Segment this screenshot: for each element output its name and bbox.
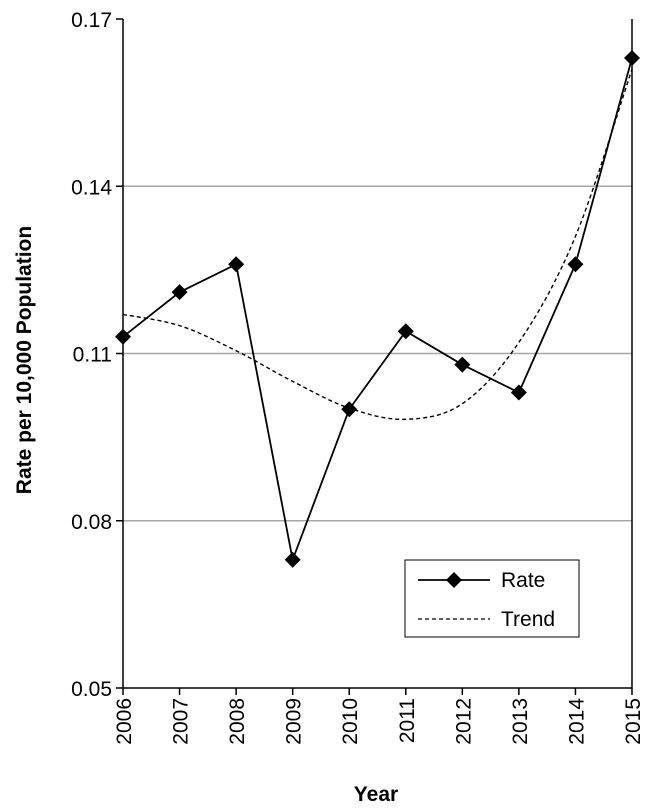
x-tick-label: 2014 bbox=[565, 698, 588, 745]
gridlines bbox=[123, 185, 632, 522]
rate-point-marker bbox=[567, 256, 584, 273]
y-axis-title: Rate per 10,000 Population bbox=[13, 226, 36, 494]
rate-point-marker bbox=[454, 356, 471, 373]
y-tick-label: 0.11 bbox=[73, 344, 112, 367]
x-tick-label: 2006 bbox=[113, 698, 136, 745]
series-line-rate bbox=[122, 57, 633, 564]
y-tick-label: 0.14 bbox=[71, 176, 112, 199]
y-tick-label: 0.05 bbox=[71, 678, 112, 701]
legend-box bbox=[404, 559, 580, 638]
series-line-trend bbox=[122, 68, 633, 420]
legend-label-rate: Rate bbox=[501, 569, 545, 592]
rate-point-marker bbox=[284, 551, 301, 568]
x-tick-label: 2013 bbox=[509, 698, 532, 745]
x-tick-label: 2015 bbox=[622, 698, 645, 745]
rate-point-marker bbox=[397, 323, 414, 340]
rate-point-marker bbox=[228, 256, 245, 273]
x-tick-label: 2009 bbox=[283, 698, 306, 745]
x-tick-label: 2008 bbox=[226, 698, 249, 745]
legend-label-trend: Trend bbox=[501, 608, 555, 631]
x-tick-label: 2012 bbox=[452, 698, 475, 745]
tick-layer: 0.05 0.08 0.11 0.14 0.17 2006 2007 2008 2009 2010… bbox=[71, 9, 645, 745]
series-layer bbox=[115, 50, 640, 568]
rate-point-marker bbox=[341, 401, 358, 418]
x-axis-title: Year bbox=[354, 783, 398, 806]
legend: Rate Trend bbox=[404, 559, 580, 638]
rate-point-marker bbox=[171, 284, 188, 301]
x-tick-label: 2011 bbox=[396, 698, 419, 743]
x-tick-label: 2007 bbox=[170, 698, 193, 745]
legend-rate-marker bbox=[446, 572, 462, 588]
y-tick-label: 0.17 bbox=[71, 9, 112, 32]
x-tick-label: 2010 bbox=[339, 698, 362, 745]
rate-point-marker bbox=[510, 384, 527, 401]
y-tick-label: 0.08 bbox=[71, 511, 112, 534]
